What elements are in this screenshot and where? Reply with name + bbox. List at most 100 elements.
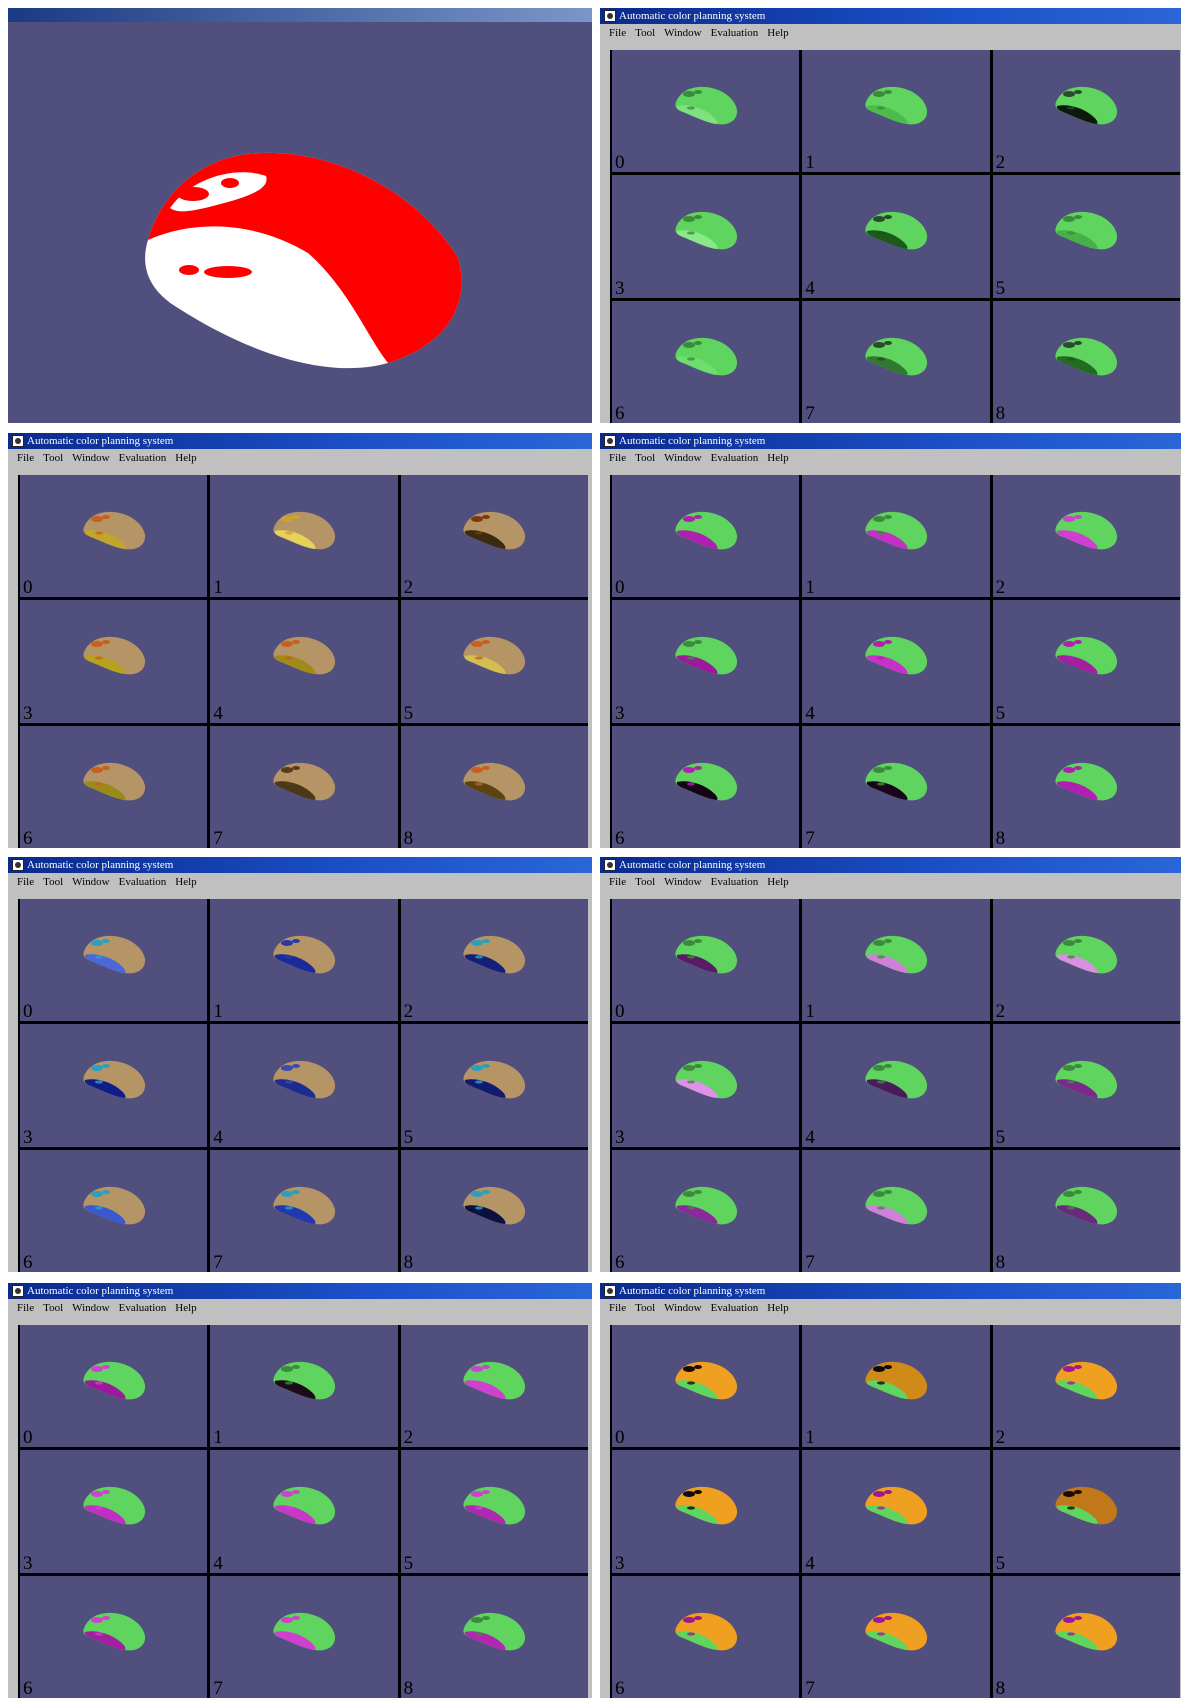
menu-evaluation[interactable]: Evaluation <box>118 876 167 888</box>
variant-cell[interactable]: 4 <box>802 1450 990 1573</box>
menu-tool[interactable]: Tool <box>635 1302 656 1314</box>
menu-window[interactable]: Window <box>72 452 110 464</box>
variant-cell[interactable]: 8 <box>992 1149 1180 1272</box>
variant-cell[interactable]: 7 <box>802 1575 990 1698</box>
menu-evaluation[interactable]: Evaluation <box>710 876 759 888</box>
window-titlebar[interactable]: Automatic color planning system <box>600 8 1181 24</box>
menu-evaluation[interactable]: Evaluation <box>710 1302 759 1314</box>
variant-cell[interactable]: 1 <box>210 1325 398 1448</box>
menu-file[interactable]: File <box>609 27 627 39</box>
menu-tool[interactable]: Tool <box>43 876 64 888</box>
variant-cell[interactable]: 3 <box>612 1450 800 1573</box>
variant-cell[interactable]: 2 <box>992 475 1180 598</box>
variant-cell[interactable]: 2 <box>400 899 588 1022</box>
menu-help[interactable]: Help <box>767 1302 789 1314</box>
variant-cell[interactable]: 8 <box>400 1575 588 1698</box>
variant-cell[interactable]: 6 <box>20 725 208 848</box>
window-titlebar[interactable]: Automatic color planning system <box>8 433 592 449</box>
variant-cell[interactable]: 2 <box>400 475 588 598</box>
variant-cell[interactable]: 1 <box>210 899 398 1022</box>
variant-cell[interactable]: 6 <box>612 725 800 848</box>
variant-cell[interactable]: 0 <box>20 899 208 1022</box>
variant-cell[interactable]: 6 <box>20 1149 208 1272</box>
menu-window[interactable]: Window <box>664 1302 702 1314</box>
variant-cell[interactable]: 0 <box>612 475 800 598</box>
variant-cell[interactable]: 6 <box>612 1149 800 1272</box>
variant-cell[interactable]: 3 <box>612 600 800 723</box>
variant-cell[interactable]: 2 <box>992 1325 1180 1448</box>
window-titlebar[interactable]: Automatic color planning system <box>600 857 1181 873</box>
menu-evaluation[interactable]: Evaluation <box>118 1302 167 1314</box>
variant-cell[interactable]: 3 <box>20 1450 208 1573</box>
variant-cell[interactable]: 4 <box>802 1024 990 1147</box>
variant-cell[interactable]: 0 <box>612 899 800 1022</box>
menu-tool[interactable]: Tool <box>43 1302 64 1314</box>
menu-window[interactable]: Window <box>72 876 110 888</box>
menu-tool[interactable]: Tool <box>635 27 656 39</box>
variant-cell[interactable]: 1 <box>210 475 398 598</box>
menu-help[interactable]: Help <box>175 1302 197 1314</box>
variant-cell[interactable]: 7 <box>802 300 990 423</box>
variant-cell[interactable]: 3 <box>612 1024 800 1147</box>
menu-tool[interactable]: Tool <box>635 452 656 464</box>
variant-cell[interactable]: 4 <box>210 1450 398 1573</box>
menu-file[interactable]: File <box>17 452 35 464</box>
menu-window[interactable]: Window <box>72 1302 110 1314</box>
menu-window[interactable]: Window <box>664 27 702 39</box>
menu-file[interactable]: File <box>609 452 627 464</box>
model-preview-viewport[interactable] <box>8 8 592 423</box>
variant-cell[interactable]: 8 <box>400 1149 588 1272</box>
variant-cell[interactable]: 7 <box>802 1149 990 1272</box>
variant-cell[interactable]: 8 <box>992 725 1180 848</box>
variant-cell[interactable]: 5 <box>400 1450 588 1573</box>
window-titlebar[interactable]: Automatic color planning system <box>8 857 592 873</box>
variant-cell[interactable]: 6 <box>612 300 800 423</box>
variant-cell[interactable]: 5 <box>992 1024 1180 1147</box>
variant-cell[interactable]: 0 <box>612 50 800 173</box>
variant-cell[interactable]: 7 <box>802 725 990 848</box>
variant-cell[interactable]: 5 <box>992 600 1180 723</box>
variant-cell[interactable]: 3 <box>612 175 800 298</box>
menu-file[interactable]: File <box>17 1302 35 1314</box>
variant-cell[interactable]: 3 <box>20 1024 208 1147</box>
variant-cell[interactable]: 0 <box>612 1325 800 1448</box>
variant-cell[interactable]: 2 <box>992 50 1180 173</box>
menu-file[interactable]: File <box>609 876 627 888</box>
menu-help[interactable]: Help <box>175 452 197 464</box>
variant-cell[interactable]: 4 <box>802 600 990 723</box>
menu-evaluation[interactable]: Evaluation <box>710 452 759 464</box>
menu-help[interactable]: Help <box>767 452 789 464</box>
variant-cell[interactable]: 0 <box>20 475 208 598</box>
variant-cell[interactable]: 7 <box>210 1575 398 1698</box>
variant-cell[interactable]: 1 <box>802 1325 990 1448</box>
variant-cell[interactable]: 4 <box>210 1024 398 1147</box>
menu-window[interactable]: Window <box>664 452 702 464</box>
variant-cell[interactable]: 8 <box>992 300 1180 423</box>
variant-cell[interactable]: 5 <box>400 600 588 723</box>
variant-cell[interactable]: 1 <box>802 899 990 1022</box>
menu-tool[interactable]: Tool <box>43 452 64 464</box>
menu-evaluation[interactable]: Evaluation <box>118 452 167 464</box>
variant-cell[interactable]: 3 <box>20 600 208 723</box>
variant-cell[interactable]: 5 <box>400 1024 588 1147</box>
menu-file[interactable]: File <box>609 1302 627 1314</box>
variant-cell[interactable]: 6 <box>20 1575 208 1698</box>
window-titlebar[interactable]: Automatic color planning system <box>600 433 1181 449</box>
variant-cell[interactable]: 1 <box>802 50 990 173</box>
variant-cell[interactable]: 5 <box>992 175 1180 298</box>
variant-cell[interactable]: 8 <box>992 1575 1180 1698</box>
menu-file[interactable]: File <box>17 876 35 888</box>
variant-cell[interactable]: 5 <box>992 1450 1180 1573</box>
window-titlebar[interactable]: Automatic color planning system <box>600 1283 1181 1299</box>
variant-cell[interactable]: 6 <box>612 1575 800 1698</box>
menu-help[interactable]: Help <box>175 876 197 888</box>
menu-help[interactable]: Help <box>767 876 789 888</box>
variant-cell[interactable]: 2 <box>400 1325 588 1448</box>
variant-cell[interactable]: 0 <box>20 1325 208 1448</box>
variant-cell[interactable]: 7 <box>210 725 398 848</box>
variant-cell[interactable]: 2 <box>992 899 1180 1022</box>
menu-tool[interactable]: Tool <box>635 876 656 888</box>
menu-window[interactable]: Window <box>664 876 702 888</box>
variant-cell[interactable]: 4 <box>802 175 990 298</box>
menu-evaluation[interactable]: Evaluation <box>710 27 759 39</box>
